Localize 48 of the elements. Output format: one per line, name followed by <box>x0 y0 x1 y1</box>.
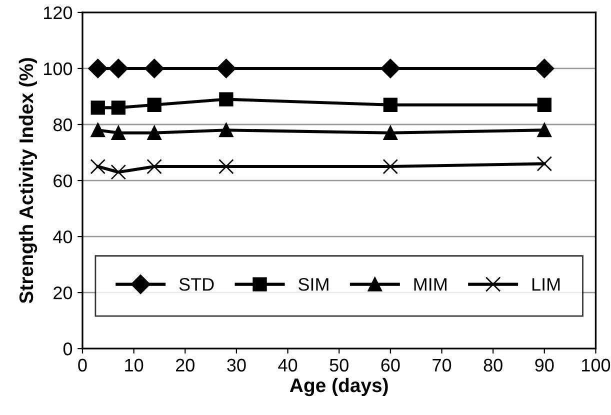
x-tick-label: 90 <box>535 358 554 372</box>
y-tick-label: 40 <box>53 230 72 244</box>
point <box>219 123 234 138</box>
point <box>90 123 105 138</box>
point <box>111 100 126 115</box>
point <box>147 126 162 140</box>
point <box>218 158 234 174</box>
x-tick-label: 60 <box>381 358 400 372</box>
point <box>147 98 162 112</box>
point <box>534 58 554 78</box>
legend-label: LIM <box>532 278 560 291</box>
legend-label: STD <box>179 278 214 291</box>
y-tick-label: 20 <box>54 286 72 300</box>
x-tick-label: 40 <box>278 358 298 372</box>
point <box>111 126 126 140</box>
y-tick-label: 80 <box>53 118 72 132</box>
point <box>383 126 398 140</box>
point <box>380 58 400 78</box>
point <box>90 100 105 115</box>
point <box>536 156 552 172</box>
point <box>88 58 108 78</box>
point <box>90 158 106 174</box>
point <box>383 98 398 112</box>
legend-label: SIM <box>298 278 328 291</box>
x-tick-label: 50 <box>330 358 348 372</box>
point <box>146 158 162 174</box>
y-tick-label: 100 <box>44 62 72 76</box>
point <box>110 164 126 180</box>
point <box>144 58 164 78</box>
legend-label: MIM <box>414 278 446 291</box>
y-tick-label: 0 <box>63 342 72 356</box>
x-axis-title: Age (days) <box>290 378 388 396</box>
point <box>219 92 234 106</box>
x-tick-label: 80 <box>484 358 502 372</box>
point <box>108 58 128 78</box>
y-axis-title: Strength Activity Index (%) <box>18 58 38 304</box>
x-tick-label: 100 <box>582 358 610 372</box>
x-tick-label: 30 <box>227 358 246 372</box>
x-tick-label: 70 <box>432 358 452 372</box>
point <box>382 158 398 174</box>
point <box>537 98 552 112</box>
x-tick-label: 0 <box>78 358 87 372</box>
point <box>537 123 552 138</box>
y-tick-label: 60 <box>54 174 72 188</box>
y-tick-label: 120 <box>44 6 72 20</box>
x-tick-label: 20 <box>176 358 194 372</box>
point <box>216 58 236 78</box>
x-tick-label: 10 <box>125 358 144 372</box>
